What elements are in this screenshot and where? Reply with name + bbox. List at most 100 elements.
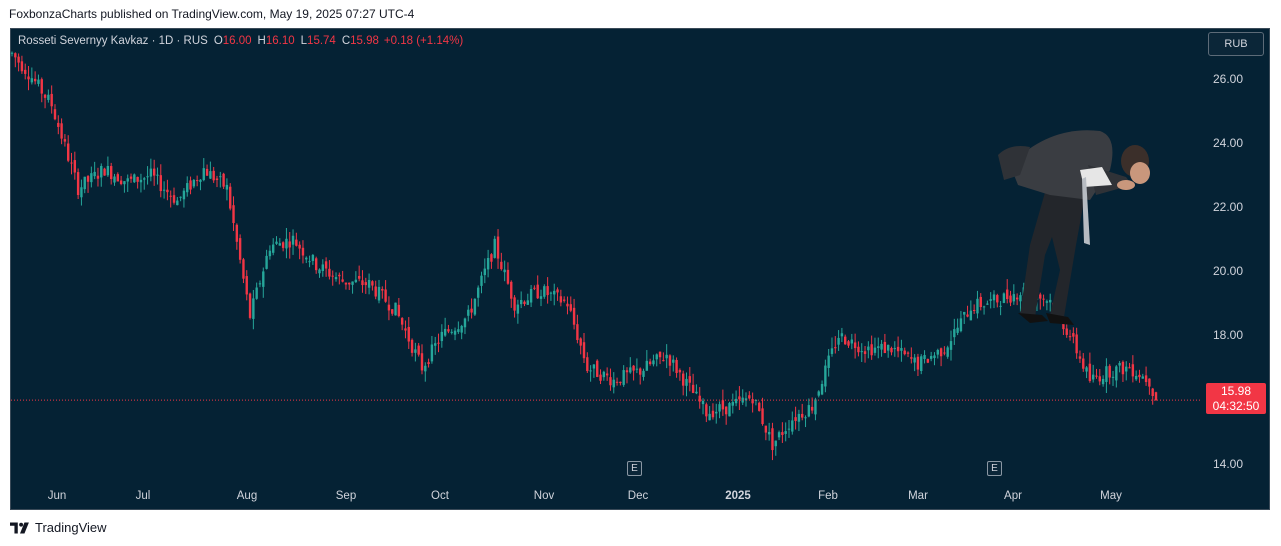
y-tick-label: 22.00 (1213, 200, 1244, 215)
candle (536, 275, 539, 300)
candle (166, 179, 169, 201)
candle (186, 176, 189, 197)
candle (338, 272, 341, 285)
candle (1091, 364, 1095, 383)
candle (1105, 358, 1108, 394)
candle (463, 317, 467, 335)
candle (972, 304, 976, 314)
candle (146, 166, 149, 185)
candle (73, 151, 77, 180)
candle (814, 397, 817, 421)
x-tick-label: Jul (135, 490, 151, 502)
candle (443, 317, 447, 337)
candle (14, 52, 17, 68)
candle (262, 267, 265, 298)
candle (123, 181, 126, 193)
currency-button[interactable]: RUB (1208, 32, 1264, 56)
candle (890, 346, 893, 356)
candle (205, 164, 209, 177)
candle (658, 351, 662, 365)
candle (162, 181, 166, 199)
candle (675, 357, 678, 378)
candle (513, 295, 516, 318)
x-tick-label: Feb (818, 490, 838, 502)
earnings-marker-dec[interactable]: E (627, 461, 642, 476)
candle (963, 311, 966, 324)
candle (400, 317, 404, 331)
candle (496, 229, 500, 269)
candle (764, 425, 768, 441)
candle (113, 173, 116, 186)
candle (53, 104, 57, 121)
candle (20, 55, 24, 74)
candle (863, 346, 867, 363)
candle (394, 302, 397, 316)
candle (992, 290, 996, 309)
x-tick-label: Jun (47, 490, 67, 502)
candle (156, 167, 159, 185)
candle (47, 89, 50, 103)
candle (404, 320, 407, 339)
candle (331, 270, 334, 286)
candle (880, 339, 883, 357)
candle (695, 384, 698, 395)
candle (149, 158, 153, 182)
candle (612, 372, 615, 394)
candle (252, 289, 255, 330)
candle (741, 389, 744, 405)
candle (701, 398, 705, 415)
candle (787, 419, 791, 438)
candle (830, 337, 834, 357)
candle (328, 260, 331, 280)
candle (959, 310, 963, 333)
candle (539, 289, 543, 307)
earnings-marker-apr[interactable]: E (987, 461, 1002, 476)
candle (1121, 360, 1125, 382)
candle (100, 163, 103, 187)
candle (615, 377, 619, 386)
candle (1085, 366, 1088, 379)
candle (761, 397, 764, 426)
candle (767, 422, 771, 441)
candle (288, 231, 291, 259)
candle (57, 115, 60, 135)
candle (1012, 284, 1016, 305)
candle (797, 409, 801, 432)
candle (450, 329, 453, 335)
candle (10, 51, 14, 57)
candle (784, 422, 787, 442)
candle (67, 135, 70, 163)
x-tick-label: Dec (627, 490, 649, 502)
candle (179, 196, 182, 202)
candle (301, 240, 305, 264)
candle (510, 280, 513, 308)
low-value: 15.74 (307, 35, 336, 47)
candle (1128, 362, 1131, 369)
candle (1095, 368, 1098, 379)
candle (648, 358, 652, 366)
footer-brand[interactable]: TradingView (10, 520, 107, 535)
candle (850, 333, 854, 350)
candle (523, 300, 526, 307)
last-price: 15.98 (1220, 384, 1252, 398)
high-label: H (257, 35, 266, 47)
candle (43, 93, 47, 109)
candle (913, 354, 916, 372)
candle (1072, 327, 1075, 344)
candle (96, 167, 100, 187)
candle (76, 168, 80, 200)
candle (424, 362, 427, 382)
candle (255, 282, 258, 300)
candle (305, 256, 308, 264)
candle (943, 346, 946, 356)
candle (949, 330, 953, 361)
candle (923, 350, 926, 364)
candle (229, 183, 232, 211)
candle (1088, 352, 1092, 383)
candle (136, 176, 139, 189)
candle (1065, 324, 1068, 338)
candle (896, 336, 900, 358)
candle (109, 162, 113, 185)
candle (50, 85, 53, 114)
y-tick-label: 26.00 (1213, 72, 1244, 87)
